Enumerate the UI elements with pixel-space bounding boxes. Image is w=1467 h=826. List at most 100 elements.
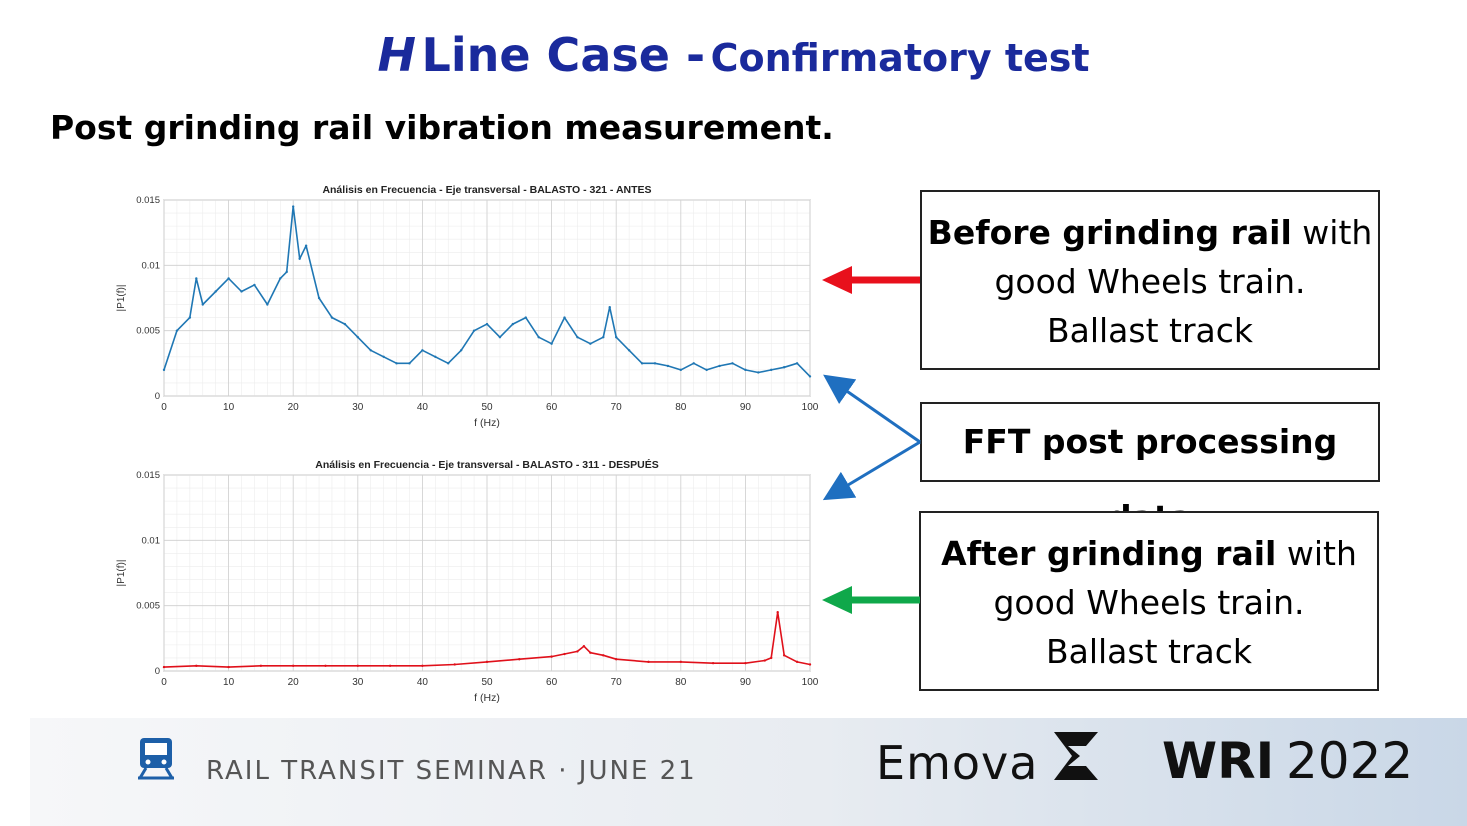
y-axis-label: |P1(f)| <box>116 285 127 312</box>
data-point <box>711 661 715 665</box>
before-line-3: Ballast track <box>1046 311 1254 350</box>
data-point <box>602 336 605 339</box>
chart-title: Análisis en Frecuencia - Eje transversal… <box>322 184 651 196</box>
data-point <box>317 296 321 300</box>
after-bold: After grinding rail <box>941 534 1277 573</box>
x-tick-label: 20 <box>288 402 300 413</box>
data-point <box>453 663 456 666</box>
data-point <box>705 368 708 372</box>
after-grinding-box: After grinding rail with good Wheels tra… <box>919 511 1379 691</box>
wri-year: 2022 <box>1286 732 1414 790</box>
data-point <box>434 355 437 358</box>
data-point <box>795 362 799 365</box>
seminar-label: RAIL TRANSIT SEMINAR · JUNE 21 <box>206 756 697 786</box>
data-point <box>692 362 695 365</box>
data-point <box>259 664 263 667</box>
x-tick-label: 0 <box>161 402 167 413</box>
data-point <box>485 660 489 664</box>
data-point <box>279 277 282 280</box>
chart-title: Análisis en Frecuencia - Eje transversal… <box>315 458 659 471</box>
data-point <box>679 368 682 372</box>
y-axis-label: |P1(f)| <box>116 560 127 587</box>
data-point <box>298 257 301 260</box>
data-point <box>808 375 812 378</box>
data-point <box>563 652 566 656</box>
emova-logo-icon <box>1054 732 1098 780</box>
data-point <box>324 664 327 667</box>
train-icon <box>138 738 174 780</box>
data-point <box>408 362 411 365</box>
y-tick-label: 0.015 <box>136 195 160 206</box>
x-tick-label: 30 <box>352 677 364 688</box>
data-point <box>472 329 476 332</box>
y-tick-label: 0.01 <box>142 260 161 271</box>
data-point <box>447 362 450 365</box>
data-point <box>550 342 553 345</box>
chart-before: Análisis en Frecuencia - Eje transversal… <box>116 184 819 429</box>
emova-brand: Emova <box>876 736 1039 790</box>
data-point <box>292 205 295 208</box>
data-point <box>589 651 592 654</box>
y-tick-label: 0.015 <box>136 470 160 481</box>
data-point <box>485 322 489 326</box>
x-tick-label: 60 <box>546 402 558 413</box>
x-tick-label: 70 <box>611 677 623 688</box>
data-point <box>647 660 650 664</box>
data-point <box>666 364 670 368</box>
data-point <box>195 277 198 280</box>
after-line-2: good Wheels train. <box>993 583 1305 622</box>
data-point <box>615 336 618 339</box>
footer-banner: RAIL TRANSIT SEMINAR · JUNE 21 Emova WRI… <box>30 718 1467 826</box>
x-tick-label: 100 <box>802 677 819 688</box>
data-point <box>330 316 334 319</box>
y-tick-label: 0.005 <box>136 326 160 337</box>
data-point <box>576 336 579 339</box>
x-axis-label: f (Hz) <box>474 692 500 704</box>
data-point <box>459 349 463 352</box>
data-point <box>770 368 773 372</box>
data-point <box>782 366 786 369</box>
data-point <box>589 342 592 345</box>
x-tick-label: 50 <box>481 677 493 688</box>
wri-label: WRI <box>1162 732 1275 790</box>
before-line-2: good Wheels train. <box>994 262 1306 301</box>
x-tick-label: 60 <box>546 677 558 688</box>
data-point <box>227 665 230 669</box>
data-point <box>195 664 198 667</box>
data-point <box>627 349 631 352</box>
before-rest: with <box>1291 213 1373 252</box>
before-bold: Before grinding rail <box>927 213 1292 252</box>
data-point <box>382 355 385 358</box>
data-point <box>524 316 527 319</box>
x-tick-label: 10 <box>223 402 235 413</box>
data-point <box>537 336 540 339</box>
data-point <box>343 322 347 326</box>
x-tick-label: 50 <box>481 402 493 413</box>
data-point <box>563 316 566 319</box>
x-tick-label: 0 <box>161 677 167 688</box>
data-point <box>582 644 586 648</box>
data-point <box>188 316 192 319</box>
x-tick-label: 40 <box>417 677 429 688</box>
x-tick-label: 70 <box>611 402 623 413</box>
data-point <box>718 364 721 368</box>
before-line-1: Before grinding rail with <box>922 208 1378 257</box>
x-tick-label: 100 <box>802 402 819 413</box>
data-point <box>608 305 611 309</box>
data-point <box>201 303 204 306</box>
title-main: Line Case - <box>421 28 706 82</box>
data-point <box>731 362 734 365</box>
data-point <box>653 362 657 365</box>
data-point <box>253 283 256 287</box>
green-arrow <box>822 586 920 614</box>
data-point <box>744 661 747 665</box>
x-tick-label: 10 <box>223 677 235 688</box>
x-tick-label: 90 <box>740 402 752 413</box>
data-point <box>162 665 166 669</box>
x-tick-label: 80 <box>675 402 687 413</box>
x-tick-label: 40 <box>417 402 429 413</box>
data-point <box>782 654 786 657</box>
data-point <box>763 659 766 662</box>
slide-subtitle: Post grinding rail vibration measurement… <box>50 108 834 147</box>
data-point <box>356 664 359 667</box>
